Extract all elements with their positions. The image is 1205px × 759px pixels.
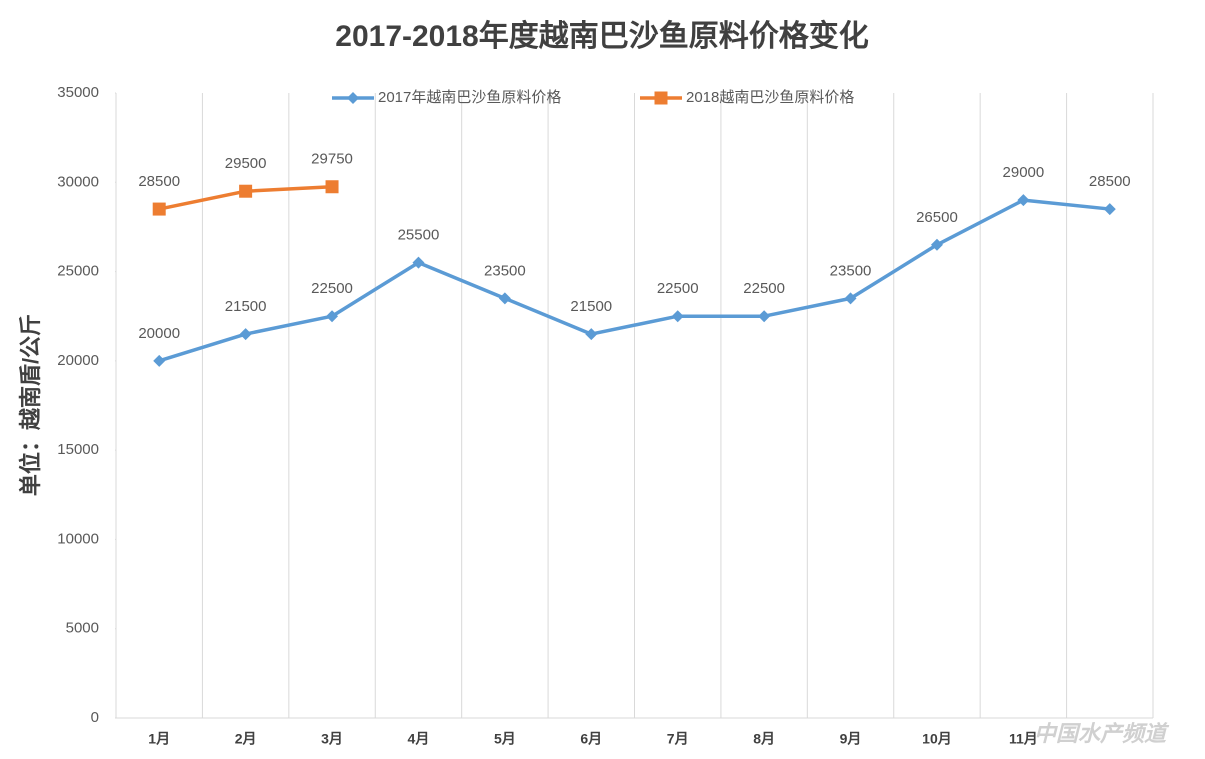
x-tick-label: 11月 [1009, 731, 1038, 747]
y-tick-label: 10000 [57, 530, 99, 547]
data-label: 20000 [138, 325, 180, 342]
marker [671, 310, 684, 323]
y-tick-label: 5000 [66, 620, 99, 637]
data-label: 21500 [570, 298, 612, 315]
x-tick-label: 10月 [922, 731, 952, 747]
marker [239, 184, 253, 198]
legend-label: 2017年越南巴沙鱼原料价格 [378, 88, 561, 106]
marker [347, 92, 359, 104]
marker [1017, 194, 1030, 207]
x-tick-label: 7月 [667, 731, 689, 747]
y-axis-label: 单位：越南盾/公斤 [18, 314, 43, 496]
data-label: 28500 [138, 173, 180, 190]
data-label: 21500 [225, 298, 267, 315]
x-tick-label: 4月 [408, 731, 430, 747]
data-label: 26500 [916, 209, 958, 226]
series-line [158, 198, 1110, 363]
x-tick-label: 2月 [235, 731, 257, 747]
data-label: 29750 [311, 151, 353, 168]
data-label: 22500 [311, 280, 353, 297]
marker [758, 310, 771, 323]
y-tick-label: 30000 [57, 173, 99, 190]
data-label: 29000 [1003, 164, 1045, 181]
marker [326, 310, 339, 323]
x-tick-label: 3月 [321, 731, 343, 747]
data-label: 23500 [484, 262, 526, 279]
x-tick-label: 9月 [840, 731, 862, 747]
marker [498, 292, 511, 305]
watermark: 中国水产频道 [1034, 721, 1170, 746]
marker [1103, 203, 1116, 216]
data-label: 23500 [830, 262, 872, 279]
y-tick-label: 35000 [57, 84, 99, 101]
x-tick-label: 1月 [148, 731, 170, 747]
marker [153, 354, 166, 367]
data-label: 25500 [398, 227, 440, 244]
marker [585, 328, 598, 341]
data-label: 22500 [743, 280, 785, 297]
y-tick-label: 15000 [57, 441, 99, 458]
data-label: 22500 [657, 280, 699, 297]
y-tick-label: 0 [91, 709, 99, 726]
marker [412, 256, 425, 269]
y-tick-label: 20000 [57, 352, 99, 369]
marker [152, 202, 166, 216]
marker [325, 180, 339, 194]
marker [239, 328, 252, 341]
marker [930, 238, 943, 251]
data-label: 29500 [225, 155, 267, 172]
data-label: 28500 [1089, 173, 1131, 190]
chart-title: 2017-2018年度越南巴沙鱼原料价格变化 [335, 19, 868, 53]
legend-label: 2018越南巴沙鱼原料价格 [686, 88, 854, 106]
x-tick-label: 8月 [753, 731, 775, 747]
x-tick-label: 5月 [494, 731, 516, 747]
marker [844, 292, 857, 305]
y-tick-label: 25000 [57, 263, 99, 280]
marker [654, 91, 668, 105]
x-tick-label: 6月 [580, 731, 602, 747]
